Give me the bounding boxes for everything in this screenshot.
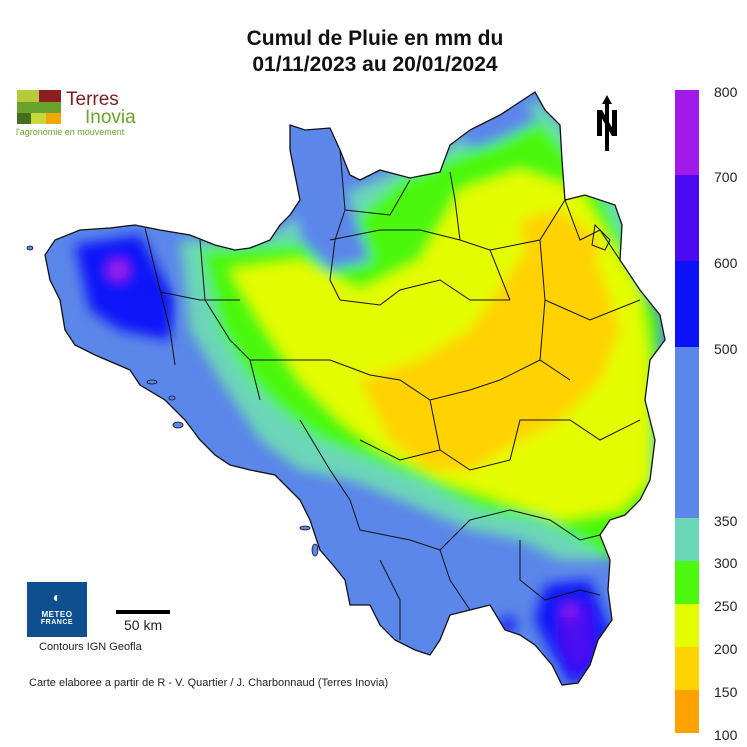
legend-label: 200 — [714, 641, 738, 657]
meteo-logo-line2: FRANCE — [40, 619, 74, 626]
legend-label: 150 — [714, 684, 738, 700]
legend-class-300-350 — [675, 518, 699, 561]
terres-inovia-logo: Terres Inovia l'agronomie en mouvement — [14, 89, 164, 140]
title-line-2: 01/11/2023 au 20/01/2024 — [252, 53, 498, 76]
meteo-logo-line1: METEO — [41, 610, 73, 619]
legend-class-700-800 — [675, 90, 699, 175]
legend-class-100-150 — [675, 690, 699, 733]
legend-label: 300 — [714, 555, 738, 571]
contours-credit: Contours IGN Geofla — [39, 641, 142, 653]
legend-class-250-300 — [675, 561, 699, 604]
scale-bar — [116, 610, 170, 614]
scale-label: 50 km — [124, 617, 163, 633]
title-line-1: Cumul de Pluie en mm du — [246, 27, 504, 50]
meteo-france-emblem-icon: ◐ — [52, 589, 62, 605]
logo-brand-terres: Terres — [66, 89, 119, 110]
legend-label: 800 — [714, 84, 738, 100]
legend-class-600-700 — [675, 175, 699, 261]
map-credit: Carte elaboree a partir de R - V. Quarti… — [29, 677, 389, 689]
legend-class-200-250 — [675, 604, 699, 647]
legend-class-150-200 — [675, 647, 699, 690]
logo-tagline: l'agronomie en mouvement — [16, 127, 125, 137]
logo-blocks-icon — [17, 90, 61, 124]
legend-class-350-500 — [675, 347, 699, 518]
legend-label: 350 — [714, 513, 738, 529]
legend-label: 500 — [714, 341, 738, 357]
legend-class-500-600 — [675, 261, 699, 347]
legend-label: 700 — [714, 169, 738, 185]
logo-brand-inovia: Inovia — [85, 107, 136, 128]
department-boundaries — [144, 149, 641, 640]
north-arrow-icon — [597, 95, 617, 151]
legend-label: 250 — [714, 598, 738, 614]
legend-label: 600 — [714, 255, 738, 271]
legend-label: 100 — [714, 727, 738, 743]
map-title: Cumul de Pluie en mm du 01/11/2023 au 20… — [200, 26, 550, 78]
meteo-france-logo: ◐ METEO FRANCE — [27, 582, 87, 637]
